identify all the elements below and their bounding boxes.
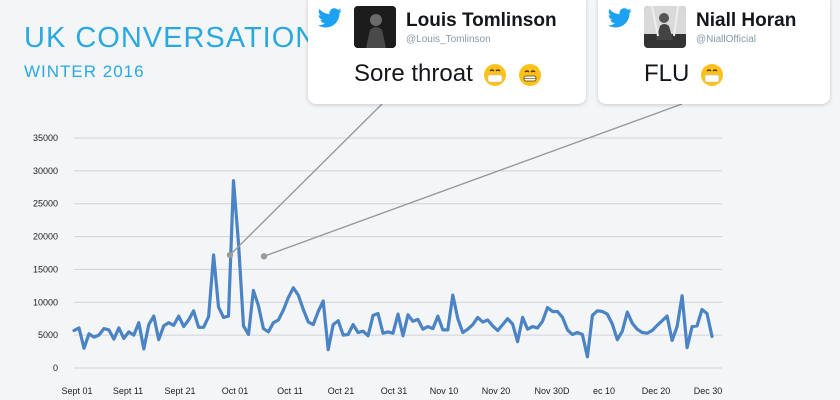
x-tick-label: ec 10 <box>593 386 615 396</box>
tweet-author-name[interactable]: Niall Horan <box>696 10 797 31</box>
y-tick-label: 25000 <box>33 199 58 209</box>
y-axis: 0 5000 10000 15000 20000 25000 30000 35000 <box>33 133 58 373</box>
x-tick-label: Dec 20 <box>642 386 671 396</box>
page-title: UK CONVERSATION: <box>24 22 327 54</box>
annotation-line <box>229 103 383 256</box>
x-tick-label: Sept 11 <box>113 386 143 396</box>
tweet-text-content: Sore throat <box>354 60 473 87</box>
x-axis: Sept 01 Sept 11 Sept 21 Oct 01 Oct 11 Oct 21 O… <box>61 386 722 396</box>
x-tick-label: Nov 10 <box>430 386 459 396</box>
annotation-dot <box>226 251 234 259</box>
avatar-photo-icon <box>644 6 686 48</box>
x-tick-label: Oct 21 <box>328 386 355 396</box>
x-tick-label: Nov 30D <box>534 386 570 396</box>
x-tick-label: Oct 31 <box>381 386 408 396</box>
x-tick-label: Oct 11 <box>277 386 303 396</box>
mask-face-icon <box>701 63 724 86</box>
tweet-text-content: FLU <box>644 60 690 87</box>
twitter-bird-icon <box>318 8 342 28</box>
mask-face-icon <box>484 63 507 86</box>
tweet-text: FLU <box>644 60 724 88</box>
x-tick-label: Dec 30 <box>694 386 723 396</box>
avatar[interactable] <box>354 6 396 48</box>
tweet-card-niall[interactable]: Niall Horan @NiallOfficial FLU <box>598 0 830 104</box>
avatar[interactable] <box>644 6 686 48</box>
x-tick-label: Sept 01 <box>61 386 92 396</box>
avatar-photo-icon <box>354 6 396 48</box>
x-tick-label: Oct 01 <box>222 386 249 396</box>
tweet-author-handle[interactable]: @Louis_Tomlinson <box>406 34 491 45</box>
grinning-face-icon <box>519 63 542 86</box>
y-tick-label: 10000 <box>33 297 58 307</box>
annotation-layer <box>226 103 683 260</box>
y-tick-label: 30000 <box>33 166 58 176</box>
x-tick-label: Sept 21 <box>164 386 195 396</box>
y-tick-label: 20000 <box>33 232 58 242</box>
y-tick-label: 15000 <box>33 264 58 274</box>
y-tick-label: 5000 <box>38 330 58 340</box>
y-tick-label: 0 <box>53 363 58 373</box>
series-line <box>72 179 714 359</box>
grid-layer <box>74 137 722 369</box>
twitter-bird-icon <box>608 8 632 28</box>
x-tick-label: Nov 20 <box>482 386 511 396</box>
annotation-line <box>263 103 683 257</box>
y-tick-label: 35000 <box>33 133 58 143</box>
tweet-author-name[interactable]: Louis Tomlinson <box>406 10 557 31</box>
tweet-author-handle[interactable]: @NiallOfficial <box>696 34 756 45</box>
tweet-text: Sore throat <box>354 60 542 88</box>
series-layer <box>72 179 714 359</box>
page-subtitle: WINTER 2016 <box>24 62 145 81</box>
tweet-card-louis[interactable]: Louis Tomlinson @Louis_Tomlinson Sore th… <box>308 0 586 104</box>
annotation-dot <box>260 253 268 260</box>
